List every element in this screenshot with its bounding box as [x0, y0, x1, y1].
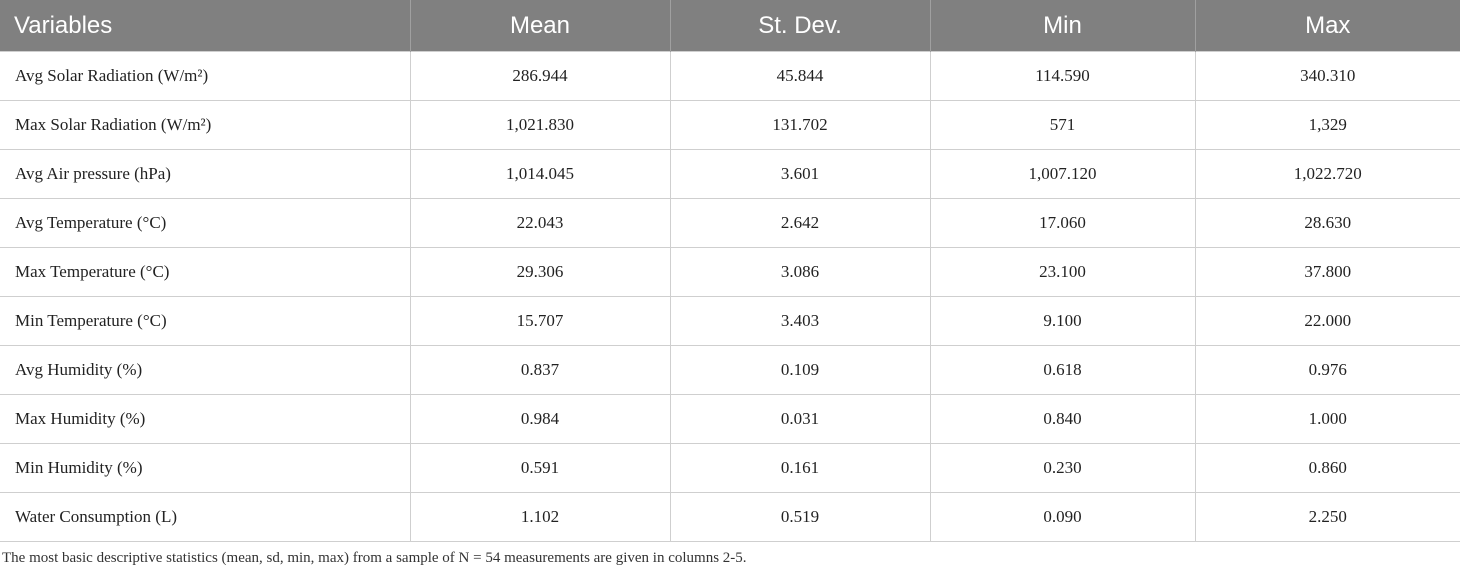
table-row: Water Consumption (L) 1.102 0.519 0.090 2.25…: [0, 492, 1460, 542]
table-row: Avg Temperature (°C) 22.043 2.642 17.060 28.…: [0, 198, 1460, 248]
value-cell: 29.306: [409, 247, 671, 297]
value-cell: 1,014.045: [409, 149, 671, 199]
value-cell: 286.944: [409, 51, 671, 101]
row-label: Min Temperature (°C): [0, 296, 411, 346]
value-cell: 1,022.720: [1194, 149, 1460, 199]
value-cell: 22.043: [409, 198, 671, 248]
value-cell: 0.591: [409, 443, 671, 493]
value-cell: 0.031: [669, 394, 931, 444]
row-label: Min Humidity (%): [0, 443, 411, 493]
footnote: The most basic descriptive statistics (m…: [2, 550, 747, 566]
table-head: Variables Mean St. Dev. Min Max: [0, 0, 1460, 52]
value-cell: 0.519: [669, 492, 931, 542]
table-row: Max Temperature (°C) 29.306 3.086 23.100 37.…: [0, 247, 1460, 297]
table-row: Min Humidity (%) 0.591 0.161 0.230 0.860: [0, 443, 1460, 493]
value-cell: 340.310: [1194, 51, 1460, 101]
value-cell: 45.844: [669, 51, 931, 101]
table-body: Avg Solar Radiation (W/m²) 286.944 45.844 1…: [0, 51, 1460, 542]
row-label: Max Temperature (°C): [0, 247, 411, 297]
value-cell: 3.601: [669, 149, 931, 199]
value-cell: 0.976: [1194, 345, 1460, 395]
header-cell: Min: [929, 0, 1195, 52]
value-cell: 114.590: [929, 51, 1196, 101]
value-cell: 1.102: [409, 492, 671, 542]
row-label: Water Consumption (L): [0, 492, 411, 542]
value-cell: 0.161: [669, 443, 931, 493]
value-cell: 571: [929, 100, 1196, 150]
row-label: Avg Solar Radiation (W/m²): [0, 51, 411, 101]
value-cell: 0.230: [929, 443, 1196, 493]
table-row: Avg Solar Radiation (W/m²) 286.944 45.844 1…: [0, 51, 1460, 101]
value-cell: 2.642: [669, 198, 931, 248]
value-cell: 15.707: [409, 296, 671, 346]
value-cell: 0.618: [929, 345, 1196, 395]
value-cell: 0.860: [1194, 443, 1460, 493]
row-label: Avg Air pressure (hPa): [0, 149, 411, 199]
data-table: Variables Mean St. Dev. Min Max Avg Solar Ra…: [0, 0, 1460, 542]
table-row: Avg Humidity (%) 0.837 0.109 0.618 0.976: [0, 345, 1460, 395]
header-cell: Mean: [409, 0, 670, 52]
value-cell: 3.403: [669, 296, 931, 346]
header-row: Variables Mean St. Dev. Min Max: [0, 0, 1460, 52]
value-cell: 1,329: [1194, 100, 1460, 150]
value-cell: 37.800: [1194, 247, 1460, 297]
table-row: Max Solar Radiation (W/m²) 1,021.830 131.7…: [0, 100, 1460, 150]
header-cell: Variables: [0, 0, 410, 52]
value-cell: 22.000: [1194, 296, 1460, 346]
value-cell: 1,007.120: [929, 149, 1196, 199]
value-cell: 0.840: [929, 394, 1196, 444]
value-cell: 0.984: [409, 394, 671, 444]
value-cell: 1.000: [1194, 394, 1460, 444]
value-cell: 3.086: [669, 247, 931, 297]
value-cell: 17.060: [929, 198, 1196, 248]
value-cell: 2.250: [1194, 492, 1460, 542]
header-cell: St. Dev.: [669, 0, 930, 52]
row-label: Max Humidity (%): [0, 394, 411, 444]
value-cell: 0.109: [669, 345, 931, 395]
value-cell: 23.100: [929, 247, 1196, 297]
value-cell: 28.630: [1194, 198, 1460, 248]
row-label: Avg Temperature (°C): [0, 198, 411, 248]
table-row: Avg Air pressure (hPa) 1,014.045 3.601 1,00…: [0, 149, 1460, 199]
value-cell: 131.702: [669, 100, 931, 150]
value-cell: 1,021.830: [409, 100, 671, 150]
header-cell: Max: [1194, 0, 1460, 52]
value-cell: 0.090: [929, 492, 1196, 542]
table-row: Min Temperature (°C) 15.707 3.403 9.100 22.0…: [0, 296, 1460, 346]
value-cell: 0.837: [409, 345, 671, 395]
row-label: Avg Humidity (%): [0, 345, 411, 395]
table-row: Max Humidity (%) 0.984 0.031 0.840 1.000: [0, 394, 1460, 444]
row-label: Max Solar Radiation (W/m²): [0, 100, 411, 150]
value-cell: 9.100: [929, 296, 1196, 346]
